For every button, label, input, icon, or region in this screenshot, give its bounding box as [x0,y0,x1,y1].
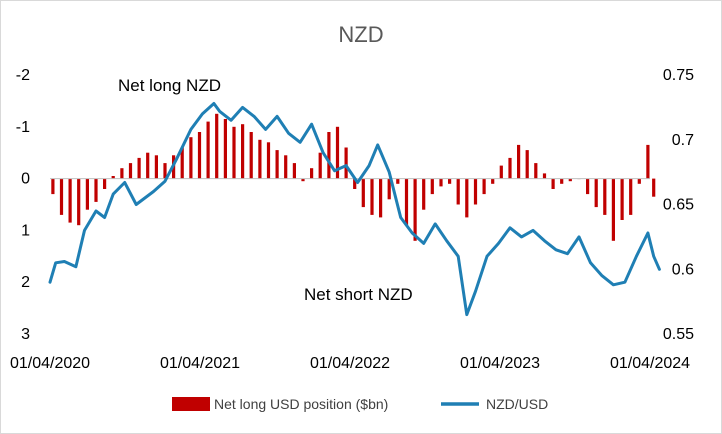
bar-5 [94,178,98,202]
bar-19 [215,113,219,179]
bar-37 [370,178,374,215]
bar-55 [525,150,529,179]
bar-1 [59,178,64,215]
bar-23 [249,132,253,179]
bar-44 [430,178,434,195]
bar-41 [404,178,409,226]
bar-13 [163,163,167,179]
bar-38 [379,178,383,218]
bar-16 [189,137,193,179]
bar-42 [413,178,417,241]
bar-53 [508,157,512,179]
bar-8 [120,168,124,179]
bar-64 [603,178,607,215]
left-tick-label: 0 [21,171,30,188]
legend-line-label: NZD/USD [486,396,548,412]
x-tick-label: 01/04/2023 [460,355,540,372]
bar-22 [241,124,245,179]
right-tick-label: 0.7 [672,132,694,149]
x-tick-label: 01/04/2020 [10,355,90,372]
bar-17 [197,132,202,179]
x-tick-label: 01/04/2024 [610,355,690,372]
annotation-net-short: Net short NZD [304,285,413,304]
bar-48 [465,178,469,218]
legend-bar-swatch [172,397,210,411]
bar-36 [361,178,365,208]
bar-27 [284,155,288,179]
right-tick-label: 0.55 [663,326,694,343]
bar-0 [51,178,55,195]
bar-66 [620,178,624,220]
bar-26 [275,150,279,179]
bar-3 [77,178,81,226]
right-tick-label: 0.65 [663,197,694,214]
bar-34 [344,147,348,179]
bar-33 [335,126,340,179]
bar-52 [499,165,503,179]
bar-9 [128,163,133,179]
bar-60 [568,178,572,182]
bar-series [51,113,656,241]
legend-bar-label: Net long USD position ($bn) [214,396,388,412]
bar-50 [482,178,486,195]
bar-65 [611,178,615,241]
bar-15 [180,147,184,179]
bar-32 [327,132,331,179]
bar-18 [206,121,210,179]
bar-2 [68,178,72,223]
bar-67 [629,178,633,215]
left-tick-label: 3 [21,326,30,343]
bar-63 [594,178,598,208]
bar-62 [586,178,590,195]
left-tick-label: 2 [21,274,30,291]
bar-51 [491,178,495,184]
bar-68 [637,178,641,184]
bar-24 [258,139,262,179]
bar-46 [448,178,452,184]
right-axis-ticks: 0.55 0.6 0.65 0.7 0.75 [663,67,694,343]
bar-35 [353,178,357,189]
right-tick-label: 0.75 [663,67,694,84]
bar-4 [85,178,89,210]
left-tick-label: 1 [21,222,30,239]
bar-21 [232,126,236,179]
left-tick-label: -1 [16,119,30,136]
legend: Net long USD position ($bn) NZD/USD [172,396,548,412]
bar-59 [560,178,564,184]
bar-69 [646,144,650,179]
bar-58 [551,178,555,189]
x-axis-ticks: 01/04/2020 01/04/2021 01/04/2022 01/04/2023… [10,355,690,372]
nzdusd-line [48,102,661,317]
bar-49 [473,178,478,205]
right-tick-label: 0.6 [672,261,694,278]
bar-20 [223,119,227,179]
bar-25 [266,142,271,179]
left-tick-label: -2 [16,67,30,84]
bar-54 [517,144,521,179]
bar-70 [652,178,656,197]
x-tick-label: 01/04/2021 [160,355,240,372]
left-axis-ticks: -2 -1 0 1 2 3 [16,67,30,343]
bar-45 [439,178,443,187]
bar-56 [534,163,538,179]
bar-31 [318,152,322,179]
annotation-net-long: Net long NZD [118,76,221,95]
bar-47 [456,178,460,205]
bar-12 [154,155,158,179]
bar-30 [310,168,314,179]
bar-40 [396,178,400,184]
bar-28 [292,163,296,179]
bar-11 [146,152,150,179]
x-tick-label: 01/04/2022 [310,355,390,372]
bar-43 [422,178,426,210]
bar-6 [103,178,107,189]
bar-39 [387,178,391,200]
bar-7 [111,176,115,179]
bar-29 [301,178,305,182]
bar-57 [542,173,547,179]
chart-title: NZD [338,22,383,47]
bar-10 [137,157,141,179]
